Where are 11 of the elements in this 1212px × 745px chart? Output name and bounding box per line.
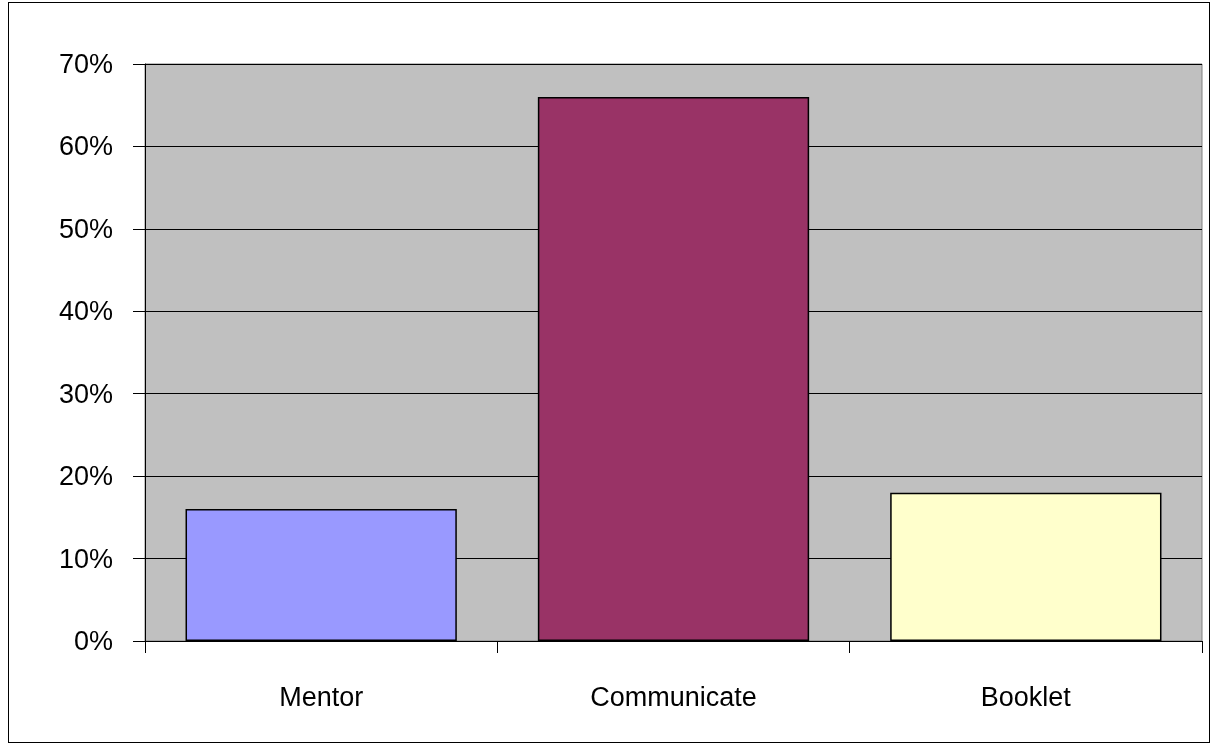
x-tick-label: Booklet: [980, 681, 1072, 712]
y-tick-label: 0%: [73, 626, 113, 656]
x-tick-label: Mentor: [279, 681, 364, 712]
x-tick-label: Communicate: [590, 681, 757, 712]
y-tick-label: 60%: [58, 131, 113, 162]
y-tick-label: 20%: [58, 461, 113, 492]
y-tick-label: 70%: [58, 49, 113, 79]
y-tick-label: 30%: [58, 378, 113, 409]
y-tick-label: 40%: [58, 296, 113, 327]
y-tick-label: 10%: [58, 543, 113, 574]
y-tick-label: 50%: [58, 213, 113, 244]
